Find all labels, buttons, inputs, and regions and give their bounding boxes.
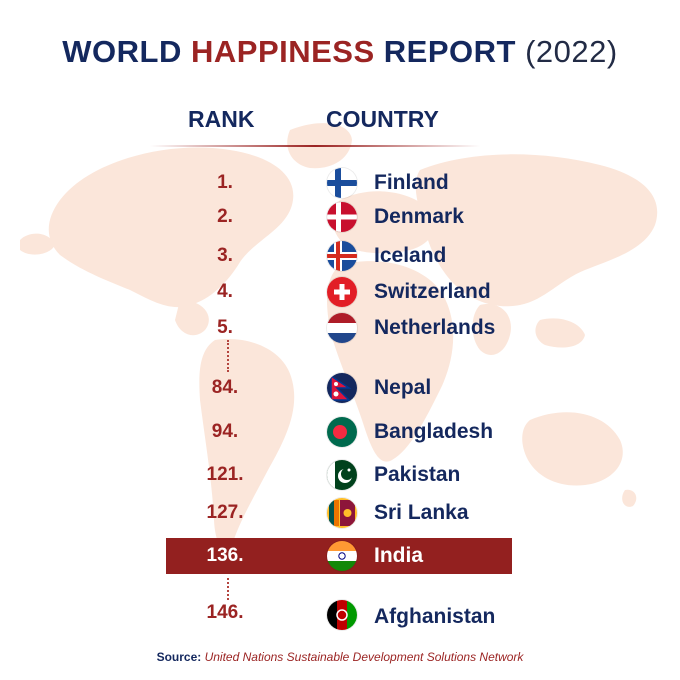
rank-value: 94.: [211, 421, 239, 442]
bangladesh-flag-icon: [327, 417, 357, 447]
country-name: Finland: [374, 171, 449, 194]
country-name: Sri Lanka: [374, 501, 469, 524]
source-text: United Nations Sustainable Development S…: [204, 650, 524, 664]
list-item: 94. Bangladesh: [0, 415, 680, 449]
list-item: 146. Afghanistan: [0, 596, 680, 630]
denmark-flag-icon: [327, 202, 357, 232]
nepal-flag-icon: [327, 373, 357, 403]
list-item: 127. Sri Lanka: [0, 496, 680, 530]
report-title: WORLD HAPPINESS REPORT (2022): [0, 34, 680, 70]
rank-gap-dots: [227, 340, 229, 372]
rank-column-header: RANK: [188, 106, 255, 132]
rank-value: 146.: [206, 602, 244, 623]
country-name: India: [374, 544, 424, 567]
rank-value: 5.: [217, 317, 233, 338]
country-column-header: COUNTRY: [326, 106, 439, 132]
country-name: Afghanistan: [374, 605, 496, 628]
source-note: Source: United Nations Sustainable Devel…: [0, 650, 680, 664]
rank-value: 3.: [217, 245, 233, 266]
rank-value: 127.: [206, 502, 244, 523]
header-divider: [150, 145, 480, 147]
list-item: 1. Finland: [0, 166, 680, 200]
title-year: (2022): [525, 34, 618, 69]
pakistan-flag-icon: [327, 460, 357, 490]
rank-value: 121.: [206, 464, 244, 485]
switzerland-flag-icon: [327, 277, 357, 307]
iceland-flag-icon: [327, 241, 357, 271]
rank-value: 84.: [211, 377, 239, 398]
list-item: 84. Nepal: [0, 371, 680, 405]
netherlands-flag-icon: [327, 313, 357, 343]
rank-value: 1.: [217, 172, 233, 193]
sri-lanka-flag-icon: [327, 498, 357, 528]
rank-value: 136.: [206, 545, 244, 566]
country-name: Pakistan: [374, 463, 461, 486]
title-world: WORLD: [62, 34, 182, 69]
country-name: Netherlands: [374, 316, 496, 339]
country-name: Switzerland: [374, 280, 491, 303]
country-name: Iceland: [374, 244, 447, 267]
title-report: REPORT: [383, 34, 516, 69]
rank-value: 4.: [217, 281, 233, 302]
country-name: Nepal: [374, 376, 432, 399]
title-happiness: HAPPINESS: [191, 34, 375, 69]
country-name: Bangladesh: [374, 420, 494, 443]
list-item: 4. Switzerland: [0, 275, 680, 309]
source-label: Source:: [156, 650, 202, 664]
list-item: 5. Netherlands: [0, 311, 680, 345]
list-item: 121. Pakistan: [0, 458, 680, 492]
list-item: 2. Denmark: [0, 200, 680, 234]
rank-value: 2.: [217, 206, 233, 227]
list-item-highlighted: 136. India: [0, 539, 680, 573]
india-flag-icon: [327, 541, 357, 571]
finland-flag-icon: [327, 168, 357, 198]
afghanistan-flag-icon: [327, 600, 357, 630]
country-name: Denmark: [374, 205, 464, 228]
list-item: 3. Iceland: [0, 239, 680, 273]
rank-gap-dots: [227, 578, 229, 600]
